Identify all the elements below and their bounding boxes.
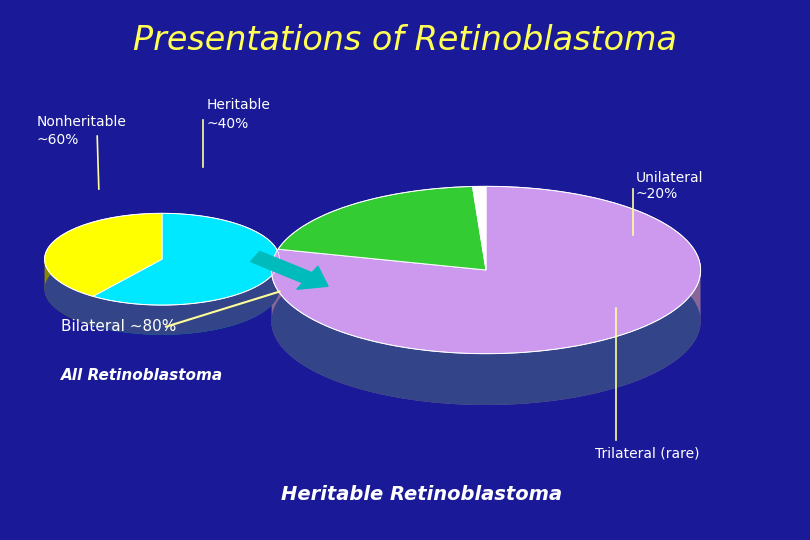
Ellipse shape [45, 243, 279, 335]
Polygon shape [271, 273, 701, 405]
Ellipse shape [271, 238, 701, 405]
Polygon shape [472, 186, 486, 270]
Polygon shape [45, 259, 93, 326]
Text: Heritable Retinoblastoma: Heritable Retinoblastoma [280, 484, 562, 504]
Text: Bilateral ~80%: Bilateral ~80% [61, 319, 176, 334]
Text: ~40%: ~40% [207, 117, 249, 131]
Text: ~60%: ~60% [36, 133, 79, 147]
Polygon shape [93, 213, 279, 305]
Text: Presentations of Retinoblastoma: Presentations of Retinoblastoma [133, 24, 677, 57]
Text: Heritable: Heritable [207, 98, 271, 112]
Text: Nonheritable: Nonheritable [36, 114, 126, 129]
Polygon shape [45, 213, 162, 296]
Text: Unilateral: Unilateral [636, 171, 703, 185]
Text: Trilateral (rare): Trilateral (rare) [595, 447, 700, 461]
FancyArrow shape [250, 252, 328, 289]
Text: ~20%: ~20% [636, 187, 678, 201]
Polygon shape [271, 186, 701, 354]
Text: All Retinoblastoma: All Retinoblastoma [61, 368, 223, 383]
Polygon shape [278, 186, 486, 270]
Polygon shape [93, 260, 279, 335]
